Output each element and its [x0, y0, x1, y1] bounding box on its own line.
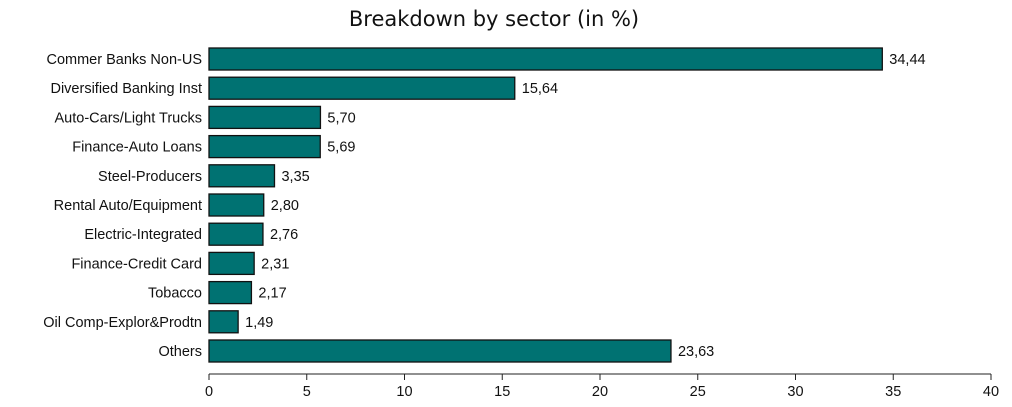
x-tick-label-6: 30 — [787, 384, 803, 400]
category-label-1: Diversified Banking Inst — [50, 81, 202, 97]
category-label-2: Auto-Cars/Light Trucks — [55, 110, 202, 126]
data-label-10: 23,63 — [678, 344, 714, 360]
category-label-0: Commer Banks Non-US — [46, 52, 202, 68]
x-tick-label-4: 20 — [592, 384, 608, 400]
category-label-3: Finance-Auto Loans — [72, 140, 202, 156]
category-labels: Commer Banks Non-US Diversified Banking I… — [43, 52, 202, 360]
bar-5 — [208, 193, 265, 217]
bar-9 — [208, 310, 239, 334]
bar-2 — [208, 105, 322, 130]
data-label-6: 2,76 — [270, 227, 298, 243]
bar-4 — [208, 164, 276, 188]
category-label-6: Electric-Integrated — [84, 227, 202, 243]
data-label-3: 5,69 — [327, 140, 355, 156]
x-axis-ticks: 0 5 10 15 20 25 30 35 40 — [205, 374, 999, 400]
category-label-10: Others — [158, 344, 202, 360]
x-tick-label-0: 0 — [205, 384, 213, 400]
x-tick-label-3: 15 — [494, 384, 510, 400]
bar-10 — [208, 339, 672, 363]
x-tick-label-8: 40 — [983, 384, 999, 400]
bar-3 — [208, 134, 321, 159]
bar-6 — [208, 222, 264, 246]
category-label-7: Finance-Credit Card — [71, 256, 202, 272]
bar-7 — [208, 251, 255, 276]
category-label-8: Tobacco — [148, 286, 202, 302]
bar-1 — [208, 76, 516, 100]
data-label-1: 15,64 — [522, 81, 558, 97]
x-tick-label-5: 25 — [690, 384, 706, 400]
x-tick-label-2: 10 — [396, 384, 412, 400]
x-tick-label-1: 5 — [303, 384, 311, 400]
category-label-4: Steel-Producers — [98, 169, 202, 185]
data-label-5: 2,80 — [271, 198, 299, 214]
bar-0 — [208, 47, 883, 71]
bars-group — [208, 47, 883, 363]
chart-title: Breakdown by sector (in %) — [349, 7, 639, 31]
data-label-2: 5,70 — [327, 110, 355, 126]
data-label-8: 2,17 — [258, 286, 286, 302]
data-label-4: 3,35 — [281, 169, 309, 185]
category-label-9: Oil Comp-Explor&Prodtn — [43, 315, 202, 331]
bar-8 — [208, 280, 253, 305]
data-labels: 34,44 15,64 5,70 5,69 3,35 2,80 2,76 2,31 2,17 1,… — [245, 52, 925, 360]
data-label-7: 2,31 — [261, 256, 289, 272]
x-tick-label-7: 35 — [885, 384, 901, 400]
category-label-5: Rental Auto/Equipment — [54, 198, 202, 214]
data-label-0: 34,44 — [889, 52, 925, 68]
data-label-9: 1,49 — [245, 315, 273, 331]
